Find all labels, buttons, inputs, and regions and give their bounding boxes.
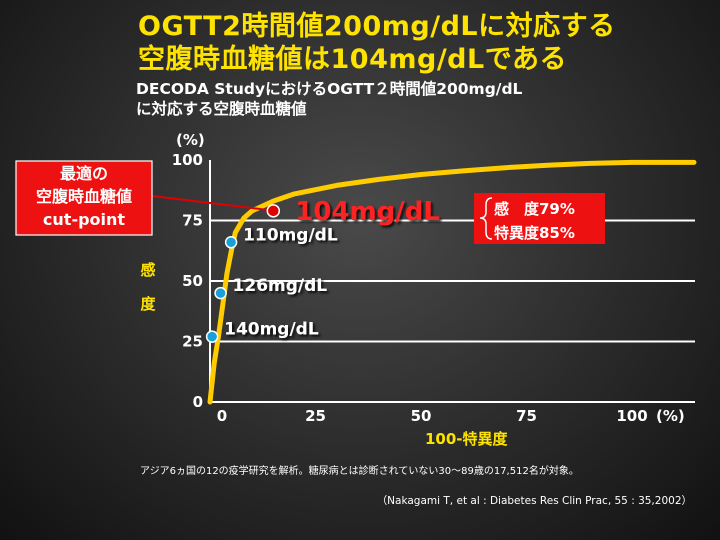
optimal-point: [266, 204, 281, 218]
result-box: [474, 193, 605, 244]
result-specificity: 特異度85%: [494, 224, 575, 242]
y-axis-label-char: 度: [140, 295, 156, 313]
x-tick-label: 100: [616, 407, 647, 425]
optimal-cutpoint-callout: 最適の 空腹時血糖値 cut-point: [15, 160, 153, 236]
y-unit-label: (%): [176, 131, 205, 149]
y-tick-label: 50: [182, 272, 203, 290]
result-sensitivity: 感 度79%: [494, 200, 575, 218]
page-subtitle: DECODA StudyにおけるOGTT２時間値200mg/dL に対応する空腹…: [136, 79, 522, 119]
x-tick-label: 75: [516, 407, 537, 425]
brace-icon: [479, 197, 493, 240]
callout-arrow: [151, 195, 268, 211]
subtitle-line-1: DECODA StudyにおけるOGTT２時間値200mg/dL: [136, 80, 523, 98]
title-line-1: OGTT2時間値200mg/dLに対応する: [138, 11, 616, 42]
page-title: OGTT2時間値200mg/dLに対応する 空腹時血糖値は104mg/dLである: [138, 10, 616, 76]
study-note: アジア6ヵ国の12の疫学研究を解析。糖尿病とは診断されていない30～89歳の17…: [140, 466, 579, 477]
y-axis-label-char: 感: [140, 261, 155, 279]
callout-line-3: cut-point: [43, 210, 125, 229]
y-tick-labels: 0 25 50 75 100: [172, 151, 203, 411]
sensitivity-specificity-box: 感 度79% 特異度85%: [474, 193, 605, 244]
optimal-point-label: 104mg/dL: [295, 197, 440, 227]
y-tick-label: 75: [182, 212, 203, 230]
cut-point: [224, 236, 238, 249]
callout-box: [15, 160, 153, 236]
cut-point: [205, 330, 219, 343]
roc-curve: [207, 159, 697, 405]
title-line-2: 空腹時血糖値は104mg/dLである: [138, 44, 567, 75]
x-tick-label: 25: [305, 407, 326, 425]
x-tick-labels: 0 25 50 75 100: [217, 407, 648, 425]
y-axis-label: 感度: [140, 261, 156, 313]
x-tick-label: 50: [411, 407, 432, 425]
callout-line-2: 空腹時血糖値: [36, 187, 132, 206]
cut-point-label: 110mg/dL: [243, 225, 338, 245]
cut-point-label: 140mg/dL: [224, 320, 319, 340]
citation: （Nakagami T, et al : Diabetes Res Clin P…: [376, 495, 692, 507]
x-unit-label: (%): [656, 407, 685, 425]
x-axis-label: 100-特異度: [425, 430, 509, 448]
y-tick-label: 0: [193, 393, 203, 411]
y-tick-label: 25: [182, 333, 203, 351]
cut-point: [214, 286, 227, 300]
cut-point-label: 126mg/dL: [233, 276, 328, 296]
grid-lines: [210, 219, 695, 343]
subtitle-line-2: に対応する空腹時血糖値: [136, 100, 307, 118]
x-tick-label: 0: [217, 407, 227, 425]
callout-line-1: 最適の: [60, 164, 108, 183]
y-tick-label: 100: [172, 151, 203, 169]
